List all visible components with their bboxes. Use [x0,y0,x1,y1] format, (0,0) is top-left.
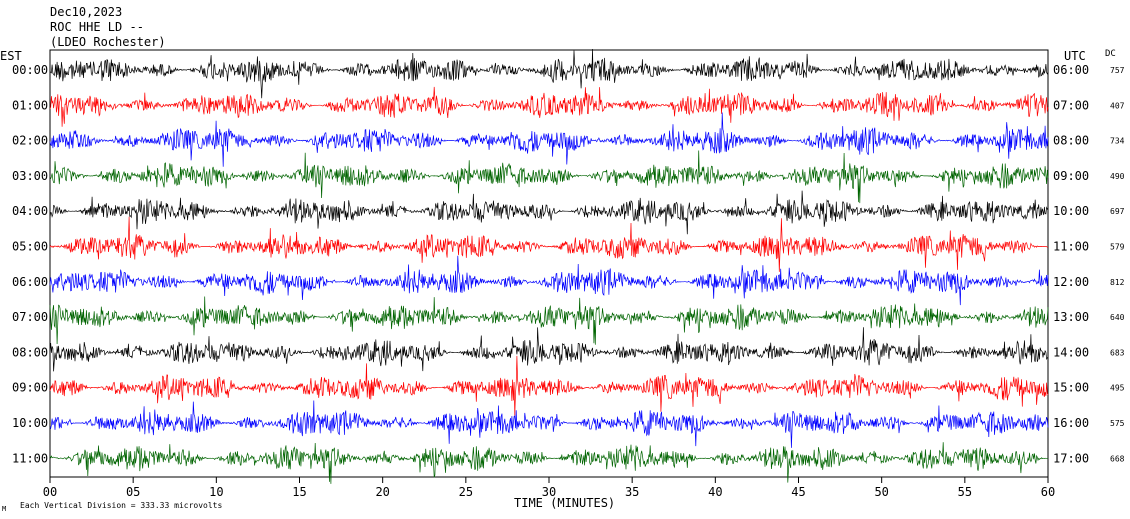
dc-value: 640 [1110,313,1125,322]
est-row-label: 07:00 [12,310,48,324]
utc-row-label: 15:00 [1053,381,1089,395]
est-row-label: 08:00 [12,345,48,359]
chart-date: Dec10,2023 [50,5,122,19]
x-tick-label: 60 [1041,485,1055,499]
x-tick-label: 20 [375,485,389,499]
trace-group [49,48,1049,484]
dc-value: 407 [1110,101,1125,110]
est-row-label: 04:00 [12,204,48,218]
utc-row-label: 14:00 [1053,345,1089,359]
utc-row-label: 12:00 [1053,275,1089,289]
est-row-label: 03:00 [12,169,48,183]
est-row-label: 01:00 [12,98,48,112]
trace-0900 [49,355,1049,416]
scale-note: Each Vertical Division = 333.33 microvol… [20,501,222,510]
time-axis-title: TIME (MINUTES) [514,496,615,510]
dc-value: 579 [1110,243,1125,252]
trace-0400 [49,190,1049,235]
est-row-label: 00:00 [12,63,48,77]
trace-1100 [49,442,1048,484]
x-tick-label: 35 [625,485,639,499]
trace-0100 [49,86,1049,127]
utc-row-label: 07:00 [1053,98,1089,112]
est-row-label: 05:00 [12,240,48,254]
dc-value: 683 [1110,348,1125,357]
utc-row-label: 17:00 [1053,451,1089,465]
dc-value: 812 [1110,278,1125,287]
dc-value: 575 [1110,419,1125,428]
x-tick-label: 40 [708,485,722,499]
trace-0500 [49,216,1048,272]
trace-0800 [49,327,1049,372]
x-tick-label: 05 [126,485,140,499]
utc-row-label: 11:00 [1053,240,1089,254]
x-tick-label: 30 [542,485,556,499]
dc-value: 495 [1110,384,1125,393]
utc-row-label: 10:00 [1053,204,1089,218]
dc-value: 734 [1110,137,1125,146]
est-row-label: 06:00 [12,275,48,289]
trace-0000 [49,48,1049,99]
chart-station: ROC HHE LD -- [50,20,144,34]
utc-row-label: 09:00 [1053,169,1089,183]
trace-0300 [49,150,1049,204]
time-axis: 00 05 10 15 20 25 30 35 40 45 50 55 60 [43,477,1055,499]
dc-column-label: DC [1105,49,1116,59]
x-tick-label: 50 [874,485,888,499]
x-tick-label: 10 [209,485,223,499]
dc-value: 490 [1110,172,1125,181]
x-tick-label: 15 [292,485,306,499]
row-label-group: 00:00 06:00 757 01:00 07:00 407 02:00 08:00 734 0… [12,63,1125,465]
est-row-label: 02:00 [12,134,48,148]
est-axis-label: EST [0,49,22,63]
corner-mark: M [2,505,6,513]
chart-location: (LDEO Rochester) [50,35,166,49]
x-tick-label: 25 [459,485,473,499]
x-tick-label: 45 [791,485,805,499]
dc-value: 697 [1110,207,1125,216]
trace-0600 [49,255,1049,306]
utc-row-label: 08:00 [1053,134,1089,148]
dc-value: 668 [1110,454,1125,463]
utc-axis-label: UTC [1064,49,1086,63]
utc-row-label: 13:00 [1053,310,1089,324]
est-row-label: 11:00 [12,451,48,465]
trace-0700 [49,296,1049,345]
utc-row-label: 06:00 [1053,63,1089,77]
est-row-label: 10:00 [12,416,48,430]
est-row-label: 09:00 [12,381,48,395]
x-tick-label: 00 [43,485,57,499]
trace-0200 [49,112,1049,167]
dc-value: 757 [1110,66,1125,75]
trace-1000 [49,400,1049,448]
x-tick-label: 55 [958,485,972,499]
utc-row-label: 16:00 [1053,416,1089,430]
plot-frame [49,49,1049,478]
